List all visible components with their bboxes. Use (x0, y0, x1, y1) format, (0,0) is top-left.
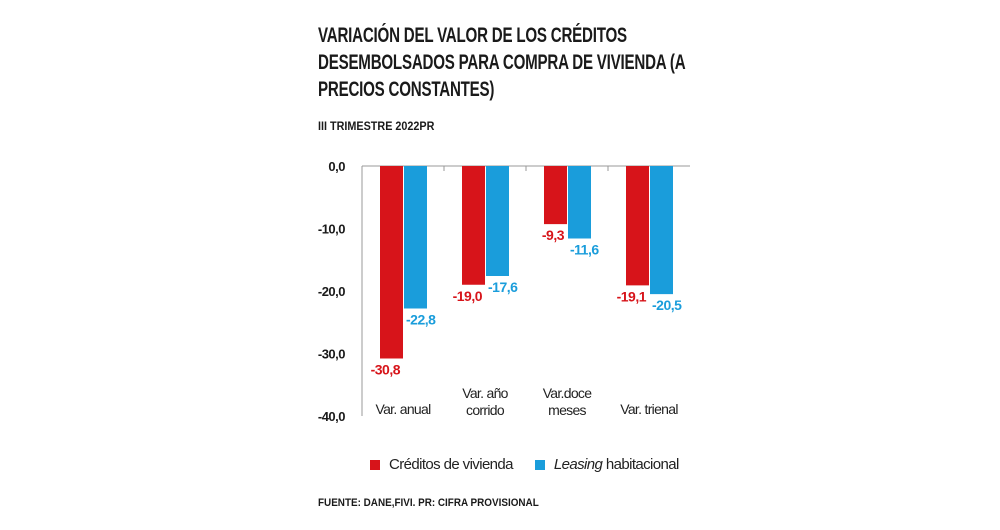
legend-item-creditos: Créditos de vivienda (370, 456, 514, 473)
chart-title: VARIACIÓN DEL VALOR DE LOS CRÉDITOS DESE… (318, 24, 685, 101)
legend-item-leasing: Leasing habitacional (534, 456, 679, 473)
bar-leasing (404, 166, 427, 309)
bar-creditos (626, 166, 649, 286)
bar-creditos (544, 166, 567, 225)
data-label: -19,0 (453, 288, 483, 304)
bar-leasing (486, 166, 509, 276)
source-note: FUENTE: DANE,FIVI. PR: CIFRA PROVISIONAL (318, 497, 539, 509)
y-tick-label: -10,0 (318, 222, 345, 237)
legend-swatch-red (370, 459, 380, 470)
x-tick-label: Var.doce (543, 385, 593, 401)
data-label: -19,1 (617, 288, 647, 304)
y-tick-label: -20,0 (318, 284, 345, 299)
data-label: -11,6 (570, 242, 599, 258)
y-tick-label: -40,0 (318, 409, 345, 424)
legend-label: Créditos de vivienda (389, 456, 514, 473)
legend-label: habitacional (605, 456, 679, 473)
x-tick-label: Var. año (462, 385, 508, 401)
x-tick-label: Var. anual (375, 401, 431, 417)
legend: Créditos de vivienda Leasing habitaciona… (370, 456, 701, 473)
data-label: -30,8 (371, 362, 401, 378)
data-label: -17,6 (488, 279, 518, 295)
x-tick-label: corrido (466, 402, 505, 418)
chart-subtitle: III TRIMESTRE 2022PR (318, 119, 435, 133)
data-label: -22,8 (406, 312, 436, 328)
data-label: -20,5 (652, 297, 682, 313)
data-label: -9,3 (542, 227, 565, 243)
bar-leasing (568, 166, 591, 239)
bar-creditos (380, 166, 403, 359)
legend-swatch-blue (534, 459, 545, 470)
x-tick-label: Var. trienal (620, 401, 678, 417)
y-tick-label: -30,0 (318, 347, 345, 362)
x-tick-label: meses (548, 402, 586, 418)
y-tick-label: 0,0 (328, 159, 345, 174)
bar-creditos (462, 166, 485, 285)
bar-leasing (650, 166, 673, 295)
legend-label-italic: Leasing (553, 456, 603, 473)
